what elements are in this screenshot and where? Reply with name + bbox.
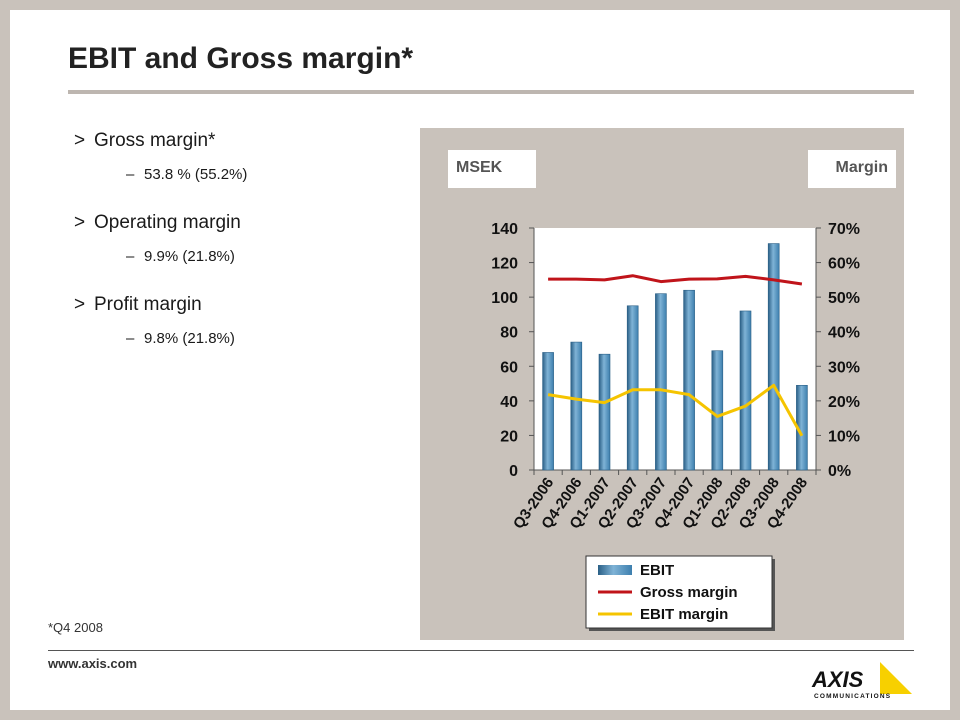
logo-wordmark: AXIS <box>811 667 864 692</box>
left-tick-label: 80 <box>500 325 518 342</box>
bullet-item: > Profit margin <box>68 294 408 320</box>
title-divider <box>68 90 914 94</box>
left-tick-label: 20 <box>500 428 518 445</box>
sub-bullet-item: –9.8% (21.8%) <box>68 330 408 358</box>
bullet-marker: > <box>74 212 86 233</box>
logo-triangle <box>880 662 912 694</box>
sub-bullet-marker: – <box>126 330 135 347</box>
bullet-item: > Operating margin <box>68 212 408 238</box>
left-tick-label: 40 <box>500 394 518 411</box>
right-tick-label: 0% <box>828 463 851 480</box>
footer-divider <box>48 650 914 651</box>
right-tick-label: 50% <box>828 290 860 307</box>
bullet-marker: > <box>74 130 86 151</box>
legend-label-gross-margin: Gross margin <box>640 584 738 601</box>
sub-bullet-text: 9.9% (21.8%) <box>144 248 235 265</box>
right-tick-label: 60% <box>828 256 860 273</box>
bullet-text: Profit margin <box>94 294 202 315</box>
left-tick-label: 140 <box>491 221 518 238</box>
left-tick-label: 60 <box>500 359 518 376</box>
chart-canvas: 0 20 40 60 80 100 120 140 0% 10% 20% 30% 40% 50% 60% 70… <box>491 221 860 631</box>
ebit-bar <box>711 350 724 471</box>
ebit-bar <box>570 341 583 471</box>
logo-subtext: COMMUNICATIONS <box>814 693 891 700</box>
ebit-bar <box>598 353 611 471</box>
ebit-bar <box>767 243 780 471</box>
legend-swatch-ebit <box>598 565 632 575</box>
right-axis-unit-label: Margin <box>808 150 896 188</box>
gross-margin-line <box>548 274 803 286</box>
left-axis-unit-label: MSEK <box>448 150 536 188</box>
ebit-bar <box>683 289 695 471</box>
right-tick-label: 20% <box>828 394 860 411</box>
ebit-bar <box>542 352 554 471</box>
bullet-text: Operating margin <box>94 212 241 233</box>
sub-bullet-item: –9.9% (21.8%) <box>68 248 408 276</box>
right-tick-label: 70% <box>828 221 860 238</box>
right-tick-label: 40% <box>828 325 860 342</box>
sub-bullet-text: 9.8% (21.8%) <box>144 330 235 347</box>
ebit-bar <box>739 310 752 471</box>
sub-bullet-marker: – <box>126 248 135 265</box>
sub-bullet-item: –53.8 % (55.2%) <box>68 166 408 194</box>
right-tick-label: 10% <box>828 428 860 445</box>
bullet-item: > Gross margin* <box>68 130 408 156</box>
slide-title: EBIT and Gross margin* <box>68 42 414 75</box>
legend-label-ebit: EBIT <box>640 562 674 579</box>
left-tick-label: 0 <box>509 463 518 480</box>
ebit-margin-line <box>547 383 804 437</box>
bullet-text: Gross margin* <box>94 130 216 151</box>
chart-panel: MSEK Margin 0 20 40 60 80 100 120 140 0% 10% 20% 30… <box>420 128 904 640</box>
legend-label-ebit-margin: EBIT margin <box>640 606 728 623</box>
right-tick-label: 30% <box>828 359 860 376</box>
left-tick-label: 100 <box>491 290 518 307</box>
ebit-bar <box>655 293 667 471</box>
left-tick-label: 120 <box>491 256 518 273</box>
ebit-bar <box>626 305 639 471</box>
axis-logo: AXIS COMMUNICATIONS <box>811 662 912 700</box>
bullet-list: > Gross margin* –53.8 % (55.2%) > Operatin… <box>68 130 408 376</box>
sub-bullet-text: 53.8 % (55.2%) <box>144 166 248 183</box>
bullet-marker: > <box>74 294 86 315</box>
sub-bullet-marker: – <box>126 166 135 183</box>
website-link[interactable]: www.axis.com <box>48 656 138 671</box>
footnote: *Q4 2008 <box>48 620 103 635</box>
